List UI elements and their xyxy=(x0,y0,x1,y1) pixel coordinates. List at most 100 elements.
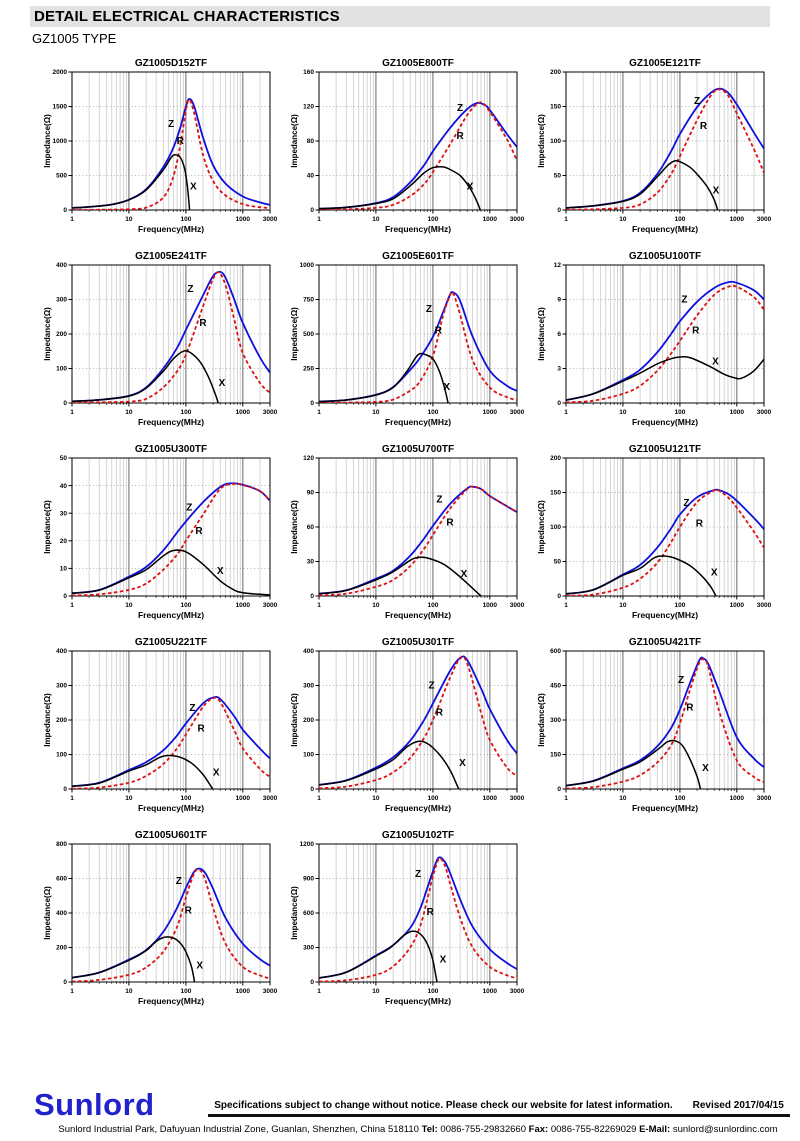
r-curve xyxy=(566,488,764,596)
svg-text:600: 600 xyxy=(56,876,67,883)
r-curve xyxy=(72,696,270,789)
svg-text:2000: 2000 xyxy=(53,69,68,76)
series-labels: ZRX xyxy=(683,498,718,579)
svg-text:50: 50 xyxy=(554,173,562,180)
y-axis-label: Impedance(Ω) xyxy=(537,307,546,361)
svg-text:400: 400 xyxy=(56,910,67,917)
svg-text:400: 400 xyxy=(56,648,67,655)
gridlines xyxy=(72,265,270,403)
svg-text:Z: Z xyxy=(683,498,689,509)
svg-text:1000: 1000 xyxy=(730,409,745,416)
svg-text:0: 0 xyxy=(310,786,314,793)
svg-text:100: 100 xyxy=(550,138,561,145)
svg-text:0: 0 xyxy=(63,786,67,793)
email-label: E-Mail: xyxy=(639,1124,671,1135)
series-labels: ZRX xyxy=(189,703,220,779)
chart-title: GZ1005U102TF xyxy=(382,830,454,841)
x-axis-label: Frequency(MHz) xyxy=(138,996,204,1006)
y-axis-label: Impedance(Ω) xyxy=(290,886,299,940)
x-axis-label: Frequency(MHz) xyxy=(138,610,204,620)
svg-text:R: R xyxy=(700,121,708,132)
chart-gz1005u601tf: 0 200 400 600 800 1 10 100 1000 3000 Z R X GZ1005U601… xyxy=(42,828,277,1018)
z-curve xyxy=(72,482,270,595)
chart-title: GZ1005U301TF xyxy=(382,637,454,648)
svg-text:X: X xyxy=(219,378,226,389)
svg-text:1: 1 xyxy=(564,409,568,416)
axis-ticks: 0 3 6 9 12 1 10 100 1000 3000 xyxy=(554,262,771,416)
chart-title: GZ1005U300TF xyxy=(135,444,207,455)
svg-text:200: 200 xyxy=(550,455,561,462)
r-curve xyxy=(319,485,517,596)
y-axis-label: Impedance(Ω) xyxy=(290,307,299,361)
svg-text:3000: 3000 xyxy=(510,795,524,802)
svg-text:40: 40 xyxy=(307,173,315,180)
svg-text:10: 10 xyxy=(372,216,380,223)
svg-text:0: 0 xyxy=(63,979,67,986)
svg-text:1: 1 xyxy=(317,602,321,609)
series-labels: ZRX xyxy=(678,675,709,774)
x-curve xyxy=(72,549,270,596)
svg-text:1: 1 xyxy=(70,216,74,223)
svg-text:10: 10 xyxy=(372,988,380,995)
axis-ticks: 0 50 100 150 200 1 10 100 1000 3000 xyxy=(550,69,771,223)
axis-ticks: 0 200 400 600 800 1 10 100 1000 3000 xyxy=(56,841,277,995)
y-axis-label: Impedance(Ω) xyxy=(537,114,546,168)
svg-text:1000: 1000 xyxy=(53,138,68,145)
chart-gz1005u221tf: 0 100 200 300 400 1 10 100 1000 3000 Z R X GZ1005U221… xyxy=(42,635,277,825)
svg-text:600: 600 xyxy=(303,910,314,917)
x-axis-label: Frequency(MHz) xyxy=(632,610,698,620)
x-curve xyxy=(72,154,191,210)
page-subtitle: GZ1005 TYPE xyxy=(32,31,117,46)
series-labels: ZRX xyxy=(187,284,225,389)
svg-text:3000: 3000 xyxy=(757,216,771,223)
svg-text:R: R xyxy=(199,318,207,329)
svg-text:150: 150 xyxy=(550,490,561,497)
fax-label: Fax: xyxy=(528,1124,549,1135)
svg-text:6: 6 xyxy=(557,331,561,338)
svg-text:1000: 1000 xyxy=(236,795,251,802)
x-axis-label: Frequency(MHz) xyxy=(385,803,451,813)
svg-text:160: 160 xyxy=(303,69,314,76)
chart-title: GZ1005E800TF xyxy=(382,58,454,69)
svg-text:30: 30 xyxy=(307,559,315,566)
chart-gz1005u301tf: 0 100 200 300 400 1 10 100 1000 3000 Z R X GZ1005U301… xyxy=(289,635,524,825)
chart-title: GZ1005E241TF xyxy=(135,251,207,262)
y-axis-label: Impedance(Ω) xyxy=(290,693,299,747)
chart-title: GZ1005E121TF xyxy=(629,58,701,69)
x-curve xyxy=(72,936,196,982)
chart-gz1005u700tf: 0 30 60 90 120 1 10 100 1000 3000 Z R X GZ1005U700TF F… xyxy=(289,442,524,632)
axis-ticks: 0 50 100 150 200 1 10 100 1000 3000 xyxy=(550,455,771,609)
x-axis-label: Frequency(MHz) xyxy=(632,224,698,234)
svg-text:0: 0 xyxy=(310,593,314,600)
z-curve xyxy=(319,485,517,595)
chart-title: GZ1005U700TF xyxy=(382,444,454,455)
footer-revision: Revised 2017/04/15 xyxy=(692,1100,784,1111)
series-labels: ZRX xyxy=(186,503,224,578)
y-axis-label: Impedance(Ω) xyxy=(290,500,299,554)
svg-text:1: 1 xyxy=(70,988,74,995)
svg-text:3000: 3000 xyxy=(510,988,524,995)
axis-ticks: 0 100 200 300 400 1 10 100 1000 3000 xyxy=(56,262,277,416)
x-axis-label: Frequency(MHz) xyxy=(385,996,451,1006)
svg-text:R: R xyxy=(195,526,203,537)
svg-text:X: X xyxy=(217,566,224,577)
svg-text:900: 900 xyxy=(303,876,314,883)
series-labels: ZRX xyxy=(176,876,204,972)
fax-value: 0086-755-82269029 xyxy=(550,1124,637,1135)
svg-text:9: 9 xyxy=(557,297,561,304)
svg-text:100: 100 xyxy=(674,216,685,223)
svg-text:0: 0 xyxy=(310,207,314,214)
x-axis-label: Frequency(MHz) xyxy=(632,803,698,813)
svg-text:1000: 1000 xyxy=(483,795,498,802)
svg-text:1: 1 xyxy=(70,795,74,802)
chart-title: GZ1005E601TF xyxy=(382,251,454,262)
svg-text:100: 100 xyxy=(550,524,561,531)
svg-text:200: 200 xyxy=(56,331,67,338)
svg-text:200: 200 xyxy=(56,945,67,952)
x-axis-label: Frequency(MHz) xyxy=(138,417,204,427)
chart-gz1005e800tf: 0 40 80 120 160 1 10 100 1000 3000 Z R X GZ1005E800TF… xyxy=(289,56,524,246)
svg-text:R: R xyxy=(446,517,454,528)
svg-text:R: R xyxy=(696,519,704,530)
svg-text:R: R xyxy=(177,136,185,147)
